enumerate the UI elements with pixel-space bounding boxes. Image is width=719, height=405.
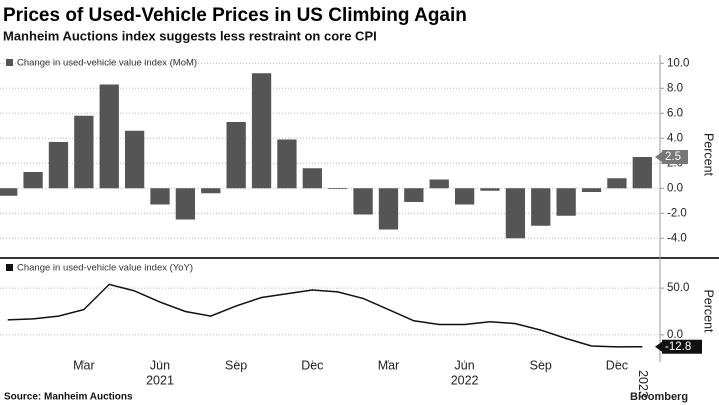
value-label-box bbox=[662, 339, 702, 354]
legend-swatch bbox=[6, 264, 13, 271]
y-tick-label: 10.0 bbox=[667, 57, 689, 69]
bar bbox=[277, 139, 297, 189]
y-tick-label: 8.0 bbox=[667, 82, 683, 94]
watermark: Bloomberg bbox=[630, 391, 688, 403]
bar bbox=[429, 179, 449, 189]
bar bbox=[23, 172, 43, 189]
x-tick-label: Mar bbox=[73, 358, 95, 372]
value-label-pointer bbox=[655, 341, 662, 352]
source: Source: Manheim Auctions bbox=[4, 392, 133, 403]
bar bbox=[74, 115, 94, 189]
bar bbox=[454, 188, 475, 205]
x-tick-label: Sep bbox=[225, 358, 247, 372]
bar bbox=[328, 188, 348, 190]
bar bbox=[632, 157, 652, 189]
y-axis-label: Percent bbox=[702, 289, 716, 333]
y-tick-label: -2.0 bbox=[667, 207, 687, 219]
x-tick-label: Jun bbox=[150, 358, 170, 372]
bar bbox=[404, 188, 424, 202]
x-tick-label: Jun bbox=[455, 358, 475, 372]
legend-label: Change in used-vehicle value index (YoY) bbox=[17, 263, 193, 274]
bar bbox=[353, 188, 373, 215]
line bbox=[7, 283, 643, 348]
value-label: -12.8 bbox=[665, 341, 691, 353]
x-tick-label: Dec bbox=[301, 358, 323, 372]
x-tick-label: Sep bbox=[530, 358, 552, 372]
y-tick-label: 0.0 bbox=[667, 182, 683, 194]
chart-title: Prices of Used-Vehicle Prices in US Clim… bbox=[3, 5, 467, 26]
y-tick-label: 6.0 bbox=[667, 107, 683, 119]
x-year-label: 2022 bbox=[451, 373, 479, 387]
value-label: 2.5 bbox=[665, 151, 681, 163]
legend-label: Change in used-vehicle value index (MoM) bbox=[17, 58, 197, 69]
value-label-box bbox=[662, 150, 688, 164]
legend-swatch bbox=[6, 59, 13, 66]
bar bbox=[201, 188, 221, 194]
bar bbox=[175, 188, 196, 220]
x-year-label: 2021 bbox=[146, 373, 174, 387]
y-tick-label: 4.0 bbox=[667, 132, 683, 144]
y-tick-label: -4.0 bbox=[667, 232, 687, 244]
bar bbox=[0, 188, 18, 196]
bar bbox=[48, 142, 69, 189]
x-year-label: 2023 bbox=[636, 370, 650, 398]
bar bbox=[378, 188, 399, 230]
bar bbox=[531, 188, 551, 226]
chart-subtitle: Manheim Auctions index suggests less res… bbox=[3, 28, 377, 43]
y-axis-label: Percent bbox=[702, 133, 716, 177]
bar bbox=[226, 122, 246, 189]
bar bbox=[505, 188, 526, 239]
y-tick-label: 50.0 bbox=[667, 282, 689, 294]
bar bbox=[124, 130, 145, 189]
value-label-pointer bbox=[655, 152, 662, 162]
bar bbox=[607, 178, 627, 189]
x-tick-label: Mar bbox=[378, 358, 400, 372]
y-tick-label: 0.0 bbox=[667, 329, 683, 341]
bar bbox=[150, 188, 170, 205]
bar bbox=[251, 73, 272, 189]
bar bbox=[99, 84, 119, 189]
bar bbox=[556, 188, 576, 216]
x-tick-label: Dec bbox=[606, 358, 628, 372]
bar bbox=[302, 168, 322, 189]
bar bbox=[480, 188, 500, 191]
bar bbox=[581, 188, 602, 192]
